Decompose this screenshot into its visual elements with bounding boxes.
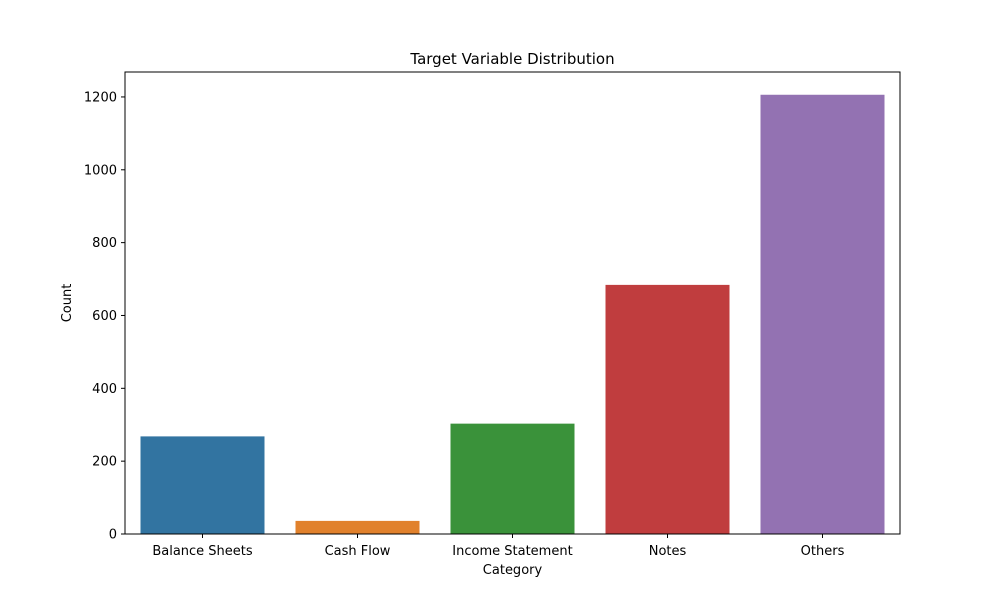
bar-cash-flow — [295, 520, 420, 534]
y-tick-label: 200 — [92, 455, 117, 470]
x-axis: Balance Sheets Cash Flow Income Statement N… — [152, 534, 845, 559]
x-axis-title: Category — [483, 563, 543, 578]
bar-others — [760, 94, 885, 534]
y-tick-label: 0 — [109, 528, 117, 543]
y-tick-label: 400 — [92, 382, 117, 397]
y-tick-label: 600 — [92, 309, 117, 324]
x-tick-label: Cash Flow — [325, 544, 391, 559]
x-tick-label: Balance Sheets — [152, 544, 253, 559]
plot-frame — [124, 71, 901, 535]
x-tick-label: Notes — [649, 544, 687, 559]
chart-title: Target Variable Distribution — [409, 50, 614, 68]
y-tick-label: 800 — [92, 236, 117, 251]
x-tick-label: Income Statement — [452, 544, 572, 559]
bar-income-statement — [450, 423, 575, 534]
bar-balance-sheets — [140, 436, 265, 534]
y-tick-label: 1200 — [84, 90, 117, 105]
bar-notes — [605, 284, 730, 534]
y-tick-label: 1000 — [84, 163, 117, 178]
bars-group — [140, 94, 885, 534]
y-axis-title: Count — [60, 284, 75, 323]
x-tick-label: Others — [801, 544, 845, 559]
y-axis: 0 200 400 600 800 1000 1200 — [84, 90, 125, 543]
